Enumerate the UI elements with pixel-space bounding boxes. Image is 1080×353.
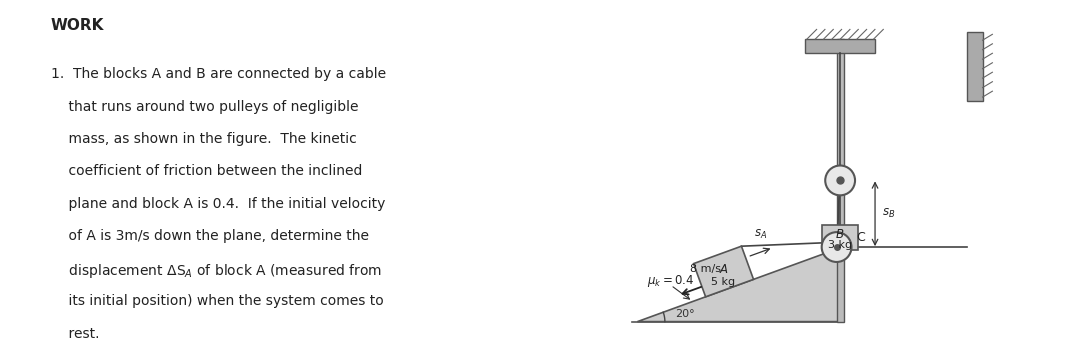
Text: 3 kg: 3 kg xyxy=(828,240,852,250)
Circle shape xyxy=(822,232,851,262)
Polygon shape xyxy=(693,246,754,297)
Text: A: A xyxy=(719,263,728,276)
Polygon shape xyxy=(637,248,840,322)
Text: coefficient of friction between the inclined: coefficient of friction between the incl… xyxy=(51,164,362,179)
Text: C: C xyxy=(856,231,865,244)
Text: 1.  The blocks A and B are connected by a cable: 1. The blocks A and B are connected by a… xyxy=(51,67,386,81)
Text: 20°: 20° xyxy=(675,309,694,319)
Text: plane and block A is 0.4.  If the initial velocity: plane and block A is 0.4. If the initial… xyxy=(51,197,384,211)
Bar xyxy=(805,39,876,53)
Text: $s_A$: $s_A$ xyxy=(754,228,767,241)
Text: that runs around two pulleys of negligible: that runs around two pulleys of negligib… xyxy=(51,100,359,114)
Text: WORK: WORK xyxy=(51,18,104,32)
Text: of A is 3m/s down the plane, determine the: of A is 3m/s down the plane, determine t… xyxy=(51,229,368,244)
Text: B: B xyxy=(836,228,845,241)
Text: its initial position) when the system comes to: its initial position) when the system co… xyxy=(51,294,383,309)
Text: 5 kg: 5 kg xyxy=(712,277,735,287)
Text: $\mu_k = 0.4$: $\mu_k = 0.4$ xyxy=(647,273,694,289)
Circle shape xyxy=(825,166,855,195)
Bar xyxy=(967,32,983,101)
Text: $s_B$: $s_B$ xyxy=(882,207,895,220)
Bar xyxy=(837,39,843,322)
Text: mass, as shown in the figure.  The kinetic: mass, as shown in the figure. The kineti… xyxy=(51,132,356,146)
Bar xyxy=(823,225,858,250)
Text: 8 m/s: 8 m/s xyxy=(690,264,721,274)
Text: displacement ΔS$_A$ of block A (measured from: displacement ΔS$_A$ of block A (measured… xyxy=(51,262,381,280)
Text: rest.: rest. xyxy=(51,327,99,341)
